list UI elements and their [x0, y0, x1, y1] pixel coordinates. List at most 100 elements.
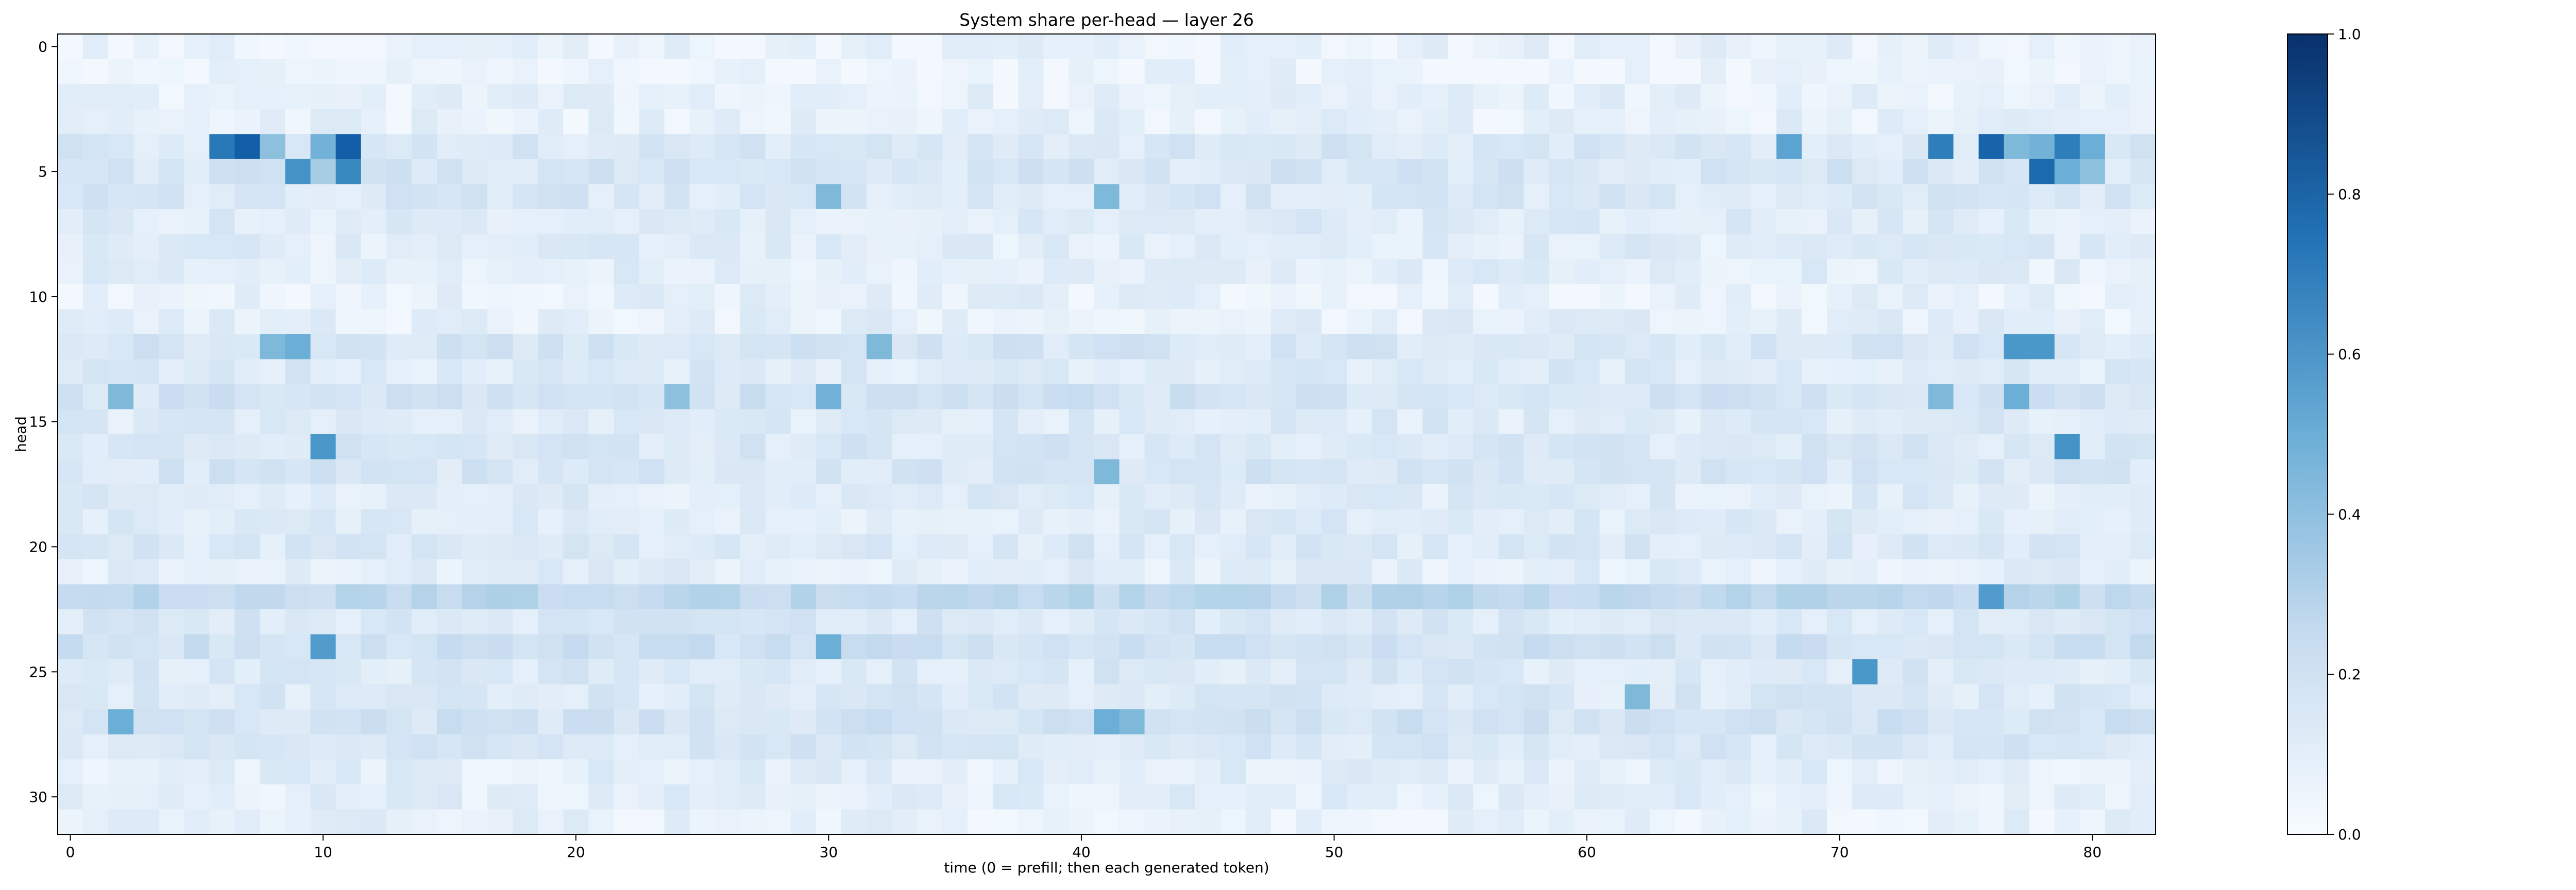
heatmap-cell — [133, 635, 159, 660]
heatmap-cell — [538, 584, 564, 609]
heatmap-cell — [412, 784, 437, 810]
heatmap-cell — [816, 559, 842, 585]
heatmap-cell — [108, 609, 134, 635]
heatmap-cell — [184, 534, 210, 559]
heatmap-cell — [437, 409, 463, 434]
heatmap-cell — [412, 284, 437, 310]
heatmap-cell — [285, 609, 311, 635]
heatmap-cell — [639, 84, 665, 109]
heatmap-cell — [386, 734, 412, 760]
heatmap-cell — [260, 709, 285, 734]
heatmap-cell — [1928, 59, 1954, 84]
heatmap-cell — [184, 284, 210, 310]
heatmap-cell — [1979, 459, 2005, 485]
heatmap-cell — [1094, 809, 1120, 834]
heatmap-cell — [1903, 334, 1928, 360]
heatmap-cell — [1372, 684, 1398, 710]
heatmap-cell — [867, 259, 892, 284]
heatmap-cell — [1802, 559, 1827, 585]
heatmap-cell — [1422, 509, 1448, 535]
heatmap-cell — [740, 509, 766, 535]
heatmap-cell — [917, 309, 943, 334]
heatmap-cell — [1296, 84, 1322, 109]
heatmap-cell — [1473, 259, 1499, 284]
heatmap-cell — [1701, 284, 1726, 310]
heatmap-cell — [1296, 134, 1322, 159]
heatmap-cell — [816, 359, 842, 384]
heatmap-cell — [412, 635, 437, 660]
heatmap-cell — [1549, 409, 1575, 434]
heatmap-cell — [1751, 334, 1777, 360]
heatmap-cell — [1726, 584, 1752, 609]
heatmap-cell — [2004, 84, 2030, 109]
heatmap-cell — [588, 34, 614, 59]
heatmap-cell — [83, 284, 109, 310]
heatmap-cell — [1574, 34, 1600, 59]
heatmap-cell — [1069, 459, 1094, 485]
heatmap-cell — [1296, 635, 1322, 660]
heatmap-cell — [1296, 509, 1322, 535]
heatmap-cell — [538, 34, 564, 59]
heatmap-cell — [2080, 609, 2106, 635]
heatmap-cell — [1751, 584, 1777, 609]
heatmap-cell — [968, 584, 993, 609]
heatmap-cell — [664, 309, 690, 334]
heatmap-cell — [1043, 635, 1069, 660]
heatmap-cell — [1675, 59, 1701, 84]
heatmap-cell — [588, 284, 614, 310]
colorbar-tick-label: 0.8 — [2338, 186, 2361, 203]
heatmap-cell — [311, 259, 336, 284]
heatmap-cell — [1523, 759, 1549, 784]
heatmap-cell — [2105, 659, 2131, 684]
heatmap-cell — [184, 709, 210, 734]
heatmap-cell — [690, 234, 716, 260]
colorbar-tick-label: 1.0 — [2338, 26, 2361, 43]
heatmap-cell — [639, 759, 665, 784]
heatmap-cell — [1321, 509, 1347, 535]
heatmap-cell — [816, 209, 842, 234]
heatmap-cell — [1600, 59, 1625, 84]
heatmap-cell — [1802, 284, 1827, 310]
heatmap-cell — [1321, 184, 1347, 209]
heatmap-cell — [1296, 309, 1322, 334]
heatmap-cell — [1675, 84, 1701, 109]
heatmap-cell — [311, 359, 336, 384]
heatmap-cell — [1120, 659, 1145, 684]
heatmap-cell — [1650, 434, 1676, 459]
heatmap-cell — [942, 609, 968, 635]
heatmap-cell — [1650, 784, 1676, 810]
heatmap-cell — [1701, 509, 1726, 535]
heatmap-cell — [462, 534, 488, 559]
heatmap-cell — [1347, 309, 1372, 334]
heatmap-cell — [968, 484, 993, 509]
heatmap-cell — [766, 109, 791, 134]
heatmap-cell — [1069, 784, 1094, 810]
heatmap-cell — [942, 34, 968, 59]
heatmap-cell — [1271, 409, 1297, 434]
heatmap-cell — [1979, 734, 2005, 760]
heatmap-cell — [892, 684, 918, 710]
heatmap-cell — [1701, 434, 1726, 459]
heatmap-cell — [285, 809, 311, 834]
heatmap-cell — [639, 159, 665, 184]
heatmap-cell — [412, 384, 437, 409]
heatmap-cell — [942, 109, 968, 134]
heatmap-cell — [1877, 659, 1903, 684]
heatmap-cell — [487, 109, 513, 134]
heatmap-cell — [1043, 734, 1069, 760]
heatmap-cell — [1852, 234, 1878, 260]
heatmap-cell — [209, 259, 235, 284]
heatmap-cell — [1903, 259, 1928, 284]
heatmap-cell — [1852, 34, 1878, 59]
heatmap-cell — [1675, 684, 1701, 710]
heatmap-cell — [1347, 684, 1372, 710]
heatmap-cell — [917, 259, 943, 284]
heatmap-cell — [1903, 109, 1928, 134]
heatmap-cell — [816, 259, 842, 284]
heatmap-cell — [1827, 659, 1853, 684]
heatmap-cell — [1650, 409, 1676, 434]
heatmap-cell — [1221, 209, 1246, 234]
heatmap-cell — [563, 309, 589, 334]
heatmap-cell — [841, 709, 867, 734]
heatmap-cell — [2029, 234, 2055, 260]
